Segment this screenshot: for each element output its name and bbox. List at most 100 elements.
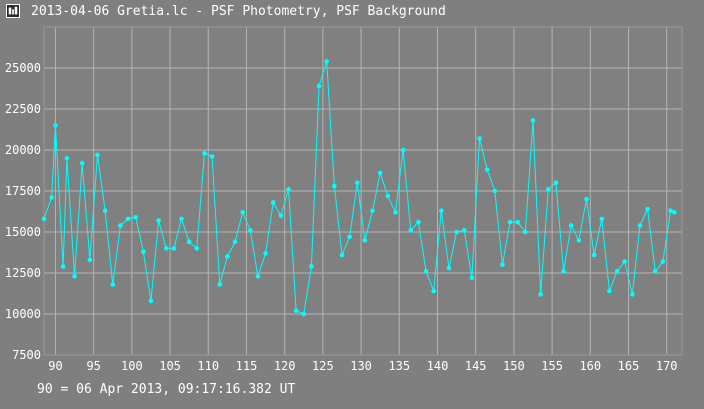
data-point (79, 160, 85, 166)
data-point (599, 216, 605, 222)
data-point (645, 206, 650, 212)
data-point (454, 229, 459, 235)
data-point (568, 223, 574, 228)
data-point (263, 251, 268, 256)
data-point (339, 252, 345, 258)
data-point (393, 210, 398, 215)
data-point (186, 239, 192, 245)
data-point (171, 246, 177, 251)
y-tick-label: 10000 (5, 307, 41, 321)
data-point (60, 264, 66, 269)
data-point (561, 269, 566, 274)
data-point (423, 269, 429, 274)
data-point (553, 180, 559, 186)
x-tick-label: 90 (48, 359, 62, 373)
data-point (446, 265, 452, 271)
data-point (469, 275, 475, 281)
data-point (133, 214, 138, 220)
data-point (232, 239, 238, 245)
data-point (53, 123, 58, 128)
data-point (607, 288, 612, 294)
data-point (354, 180, 360, 186)
data-point (431, 288, 436, 294)
data-point (347, 234, 352, 240)
data-point (247, 228, 253, 233)
data-point (286, 187, 291, 192)
data-point (332, 183, 337, 189)
y-tick-label: 22500 (5, 102, 41, 116)
data-point (492, 188, 498, 194)
x-tick-label: 130 (350, 359, 372, 373)
x-tick-label: 95 (86, 359, 100, 373)
data-point (179, 216, 184, 222)
data-point (591, 252, 597, 258)
data-point (630, 292, 635, 297)
data-point (538, 292, 543, 297)
data-point (278, 213, 284, 218)
data-point (507, 219, 513, 225)
window-title: 2013-04-06 Gretia.lc - PSF Photometry, P… (31, 4, 446, 19)
time-origin-note: 90 = 06 Apr 2013, 09:17:16.382 UT (37, 382, 296, 397)
data-point (484, 167, 490, 172)
data-point (110, 282, 116, 287)
data-point (660, 259, 666, 264)
data-point (240, 210, 245, 215)
data-point (500, 262, 505, 268)
x-tick-label: 100 (121, 359, 143, 373)
data-point (87, 257, 93, 263)
data-point (584, 196, 589, 202)
data-point (293, 308, 299, 314)
data-point (530, 118, 536, 123)
data-point (515, 219, 521, 225)
x-tick-label: 160 (579, 359, 601, 373)
data-point (163, 246, 169, 251)
data-point (194, 246, 200, 251)
data-point (416, 219, 421, 225)
x-tick-label: 125 (312, 359, 334, 373)
data-point (141, 249, 146, 254)
data-point (309, 264, 314, 269)
data-point (668, 208, 673, 213)
data-point (672, 210, 677, 215)
x-tick-label: 150 (503, 359, 525, 373)
data-point (270, 200, 276, 205)
x-tick-label: 145 (465, 359, 487, 373)
data-point (385, 193, 391, 199)
data-point (49, 195, 54, 200)
data-point (202, 150, 207, 156)
x-tick-label: 120 (274, 359, 296, 373)
y-tick-label: 7500 (12, 348, 41, 362)
data-point (652, 269, 658, 274)
data-point (614, 269, 620, 274)
plot-frame (43, 26, 683, 356)
x-tick-label: 135 (388, 359, 410, 373)
x-tick-label: 155 (541, 359, 563, 373)
data-point (324, 59, 330, 64)
data-point (545, 187, 551, 192)
data-point (41, 216, 47, 222)
data-point (637, 223, 643, 228)
y-tick-label: 20000 (5, 143, 41, 157)
data-point (362, 237, 368, 243)
data-point (301, 311, 307, 317)
x-tick-label: 140 (427, 359, 449, 373)
data-point (316, 83, 322, 89)
data-point (408, 228, 414, 233)
data-point (95, 152, 100, 158)
x-tick-label: 165 (618, 359, 640, 373)
data-point (125, 216, 131, 222)
data-point (439, 208, 444, 213)
title-bar: 2013-04-06 Gretia.lc - PSF Photometry, P… (0, 0, 704, 24)
data-point (148, 298, 154, 304)
y-tick-label: 15000 (5, 225, 41, 239)
data-point (217, 282, 223, 287)
y-tick-label: 12500 (5, 266, 41, 280)
y-tick-label: 17500 (5, 184, 41, 198)
x-tick-label: 115 (236, 359, 258, 373)
x-tick-label: 110 (197, 359, 219, 373)
data-point (102, 208, 108, 213)
data-point (118, 223, 123, 228)
data-point (377, 170, 383, 176)
data-point (209, 154, 215, 159)
